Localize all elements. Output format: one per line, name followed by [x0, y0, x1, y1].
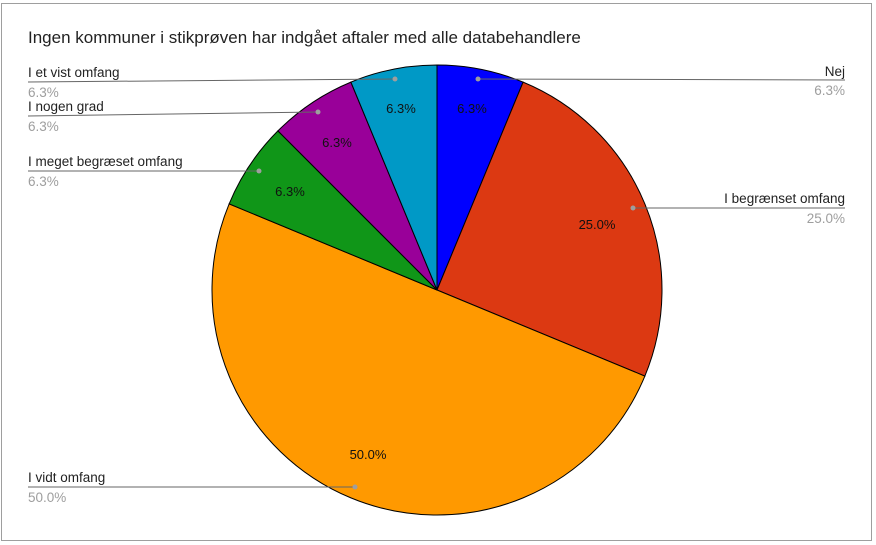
- legend-label-i-begrænset-omfang: I begrænset omfang: [724, 191, 845, 206]
- leader-dot: [352, 484, 358, 490]
- legend-value: 6.3%: [28, 174, 59, 189]
- slice-data-label: 25.0%: [579, 217, 616, 232]
- leader-dot: [630, 205, 636, 211]
- leader-dot: [475, 76, 481, 82]
- legend-value: 6.3%: [28, 85, 59, 100]
- slice-data-label: 50.0%: [350, 447, 387, 462]
- slice-data-label: 6.3%: [275, 184, 305, 199]
- slice-data-label: 6.3%: [322, 135, 352, 150]
- chart-frame: [1, 3, 872, 541]
- legend-label-i-meget-begræset-omfang: I meget begræset omfang: [28, 154, 183, 169]
- leader-line: [477, 78, 846, 81]
- slice-data-label: 6.3%: [457, 101, 487, 116]
- legend-label-i-vidt-omfang: I vidt omfang: [28, 470, 105, 485]
- legend-value: 25.0%: [807, 211, 845, 226]
- chart-title: Ingen kommuner i stikprøven har indgået …: [28, 28, 581, 47]
- legend-label-i-et-vist-omfang: I et vist omfang: [28, 65, 120, 80]
- legend-label-i-nogen-grad: I nogen grad: [28, 99, 104, 114]
- legend-value: 50.0%: [28, 490, 66, 505]
- leader-line: [27, 111, 319, 117]
- slice-data-label: 6.3%: [386, 101, 416, 116]
- legend-value: 6.3%: [28, 119, 59, 134]
- leader-dot: [256, 168, 262, 174]
- leader-dot: [392, 76, 398, 82]
- pie-slice-i-et-vist-omfang: [350, 64, 438, 291]
- leader-dot: [315, 109, 321, 115]
- pie-slice-i-begrænset-omfang: [436, 81, 663, 377]
- legend-value: 6.3%: [814, 83, 845, 98]
- legend-label-nej: Nej: [825, 64, 845, 79]
- leader-line: [27, 78, 396, 83]
- pie-slice-i-vidt-omfang: [211, 203, 646, 516]
